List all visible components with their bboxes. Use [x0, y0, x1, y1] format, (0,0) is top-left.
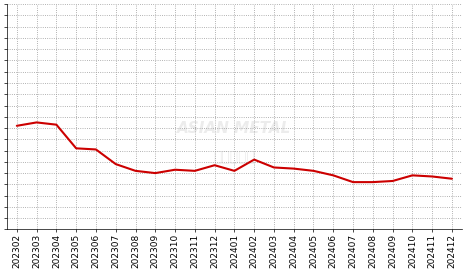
Text: 亚洲金属网: 亚洲金属网 [213, 150, 255, 164]
Text: ASIAN METAL: ASIAN METAL [177, 120, 292, 135]
